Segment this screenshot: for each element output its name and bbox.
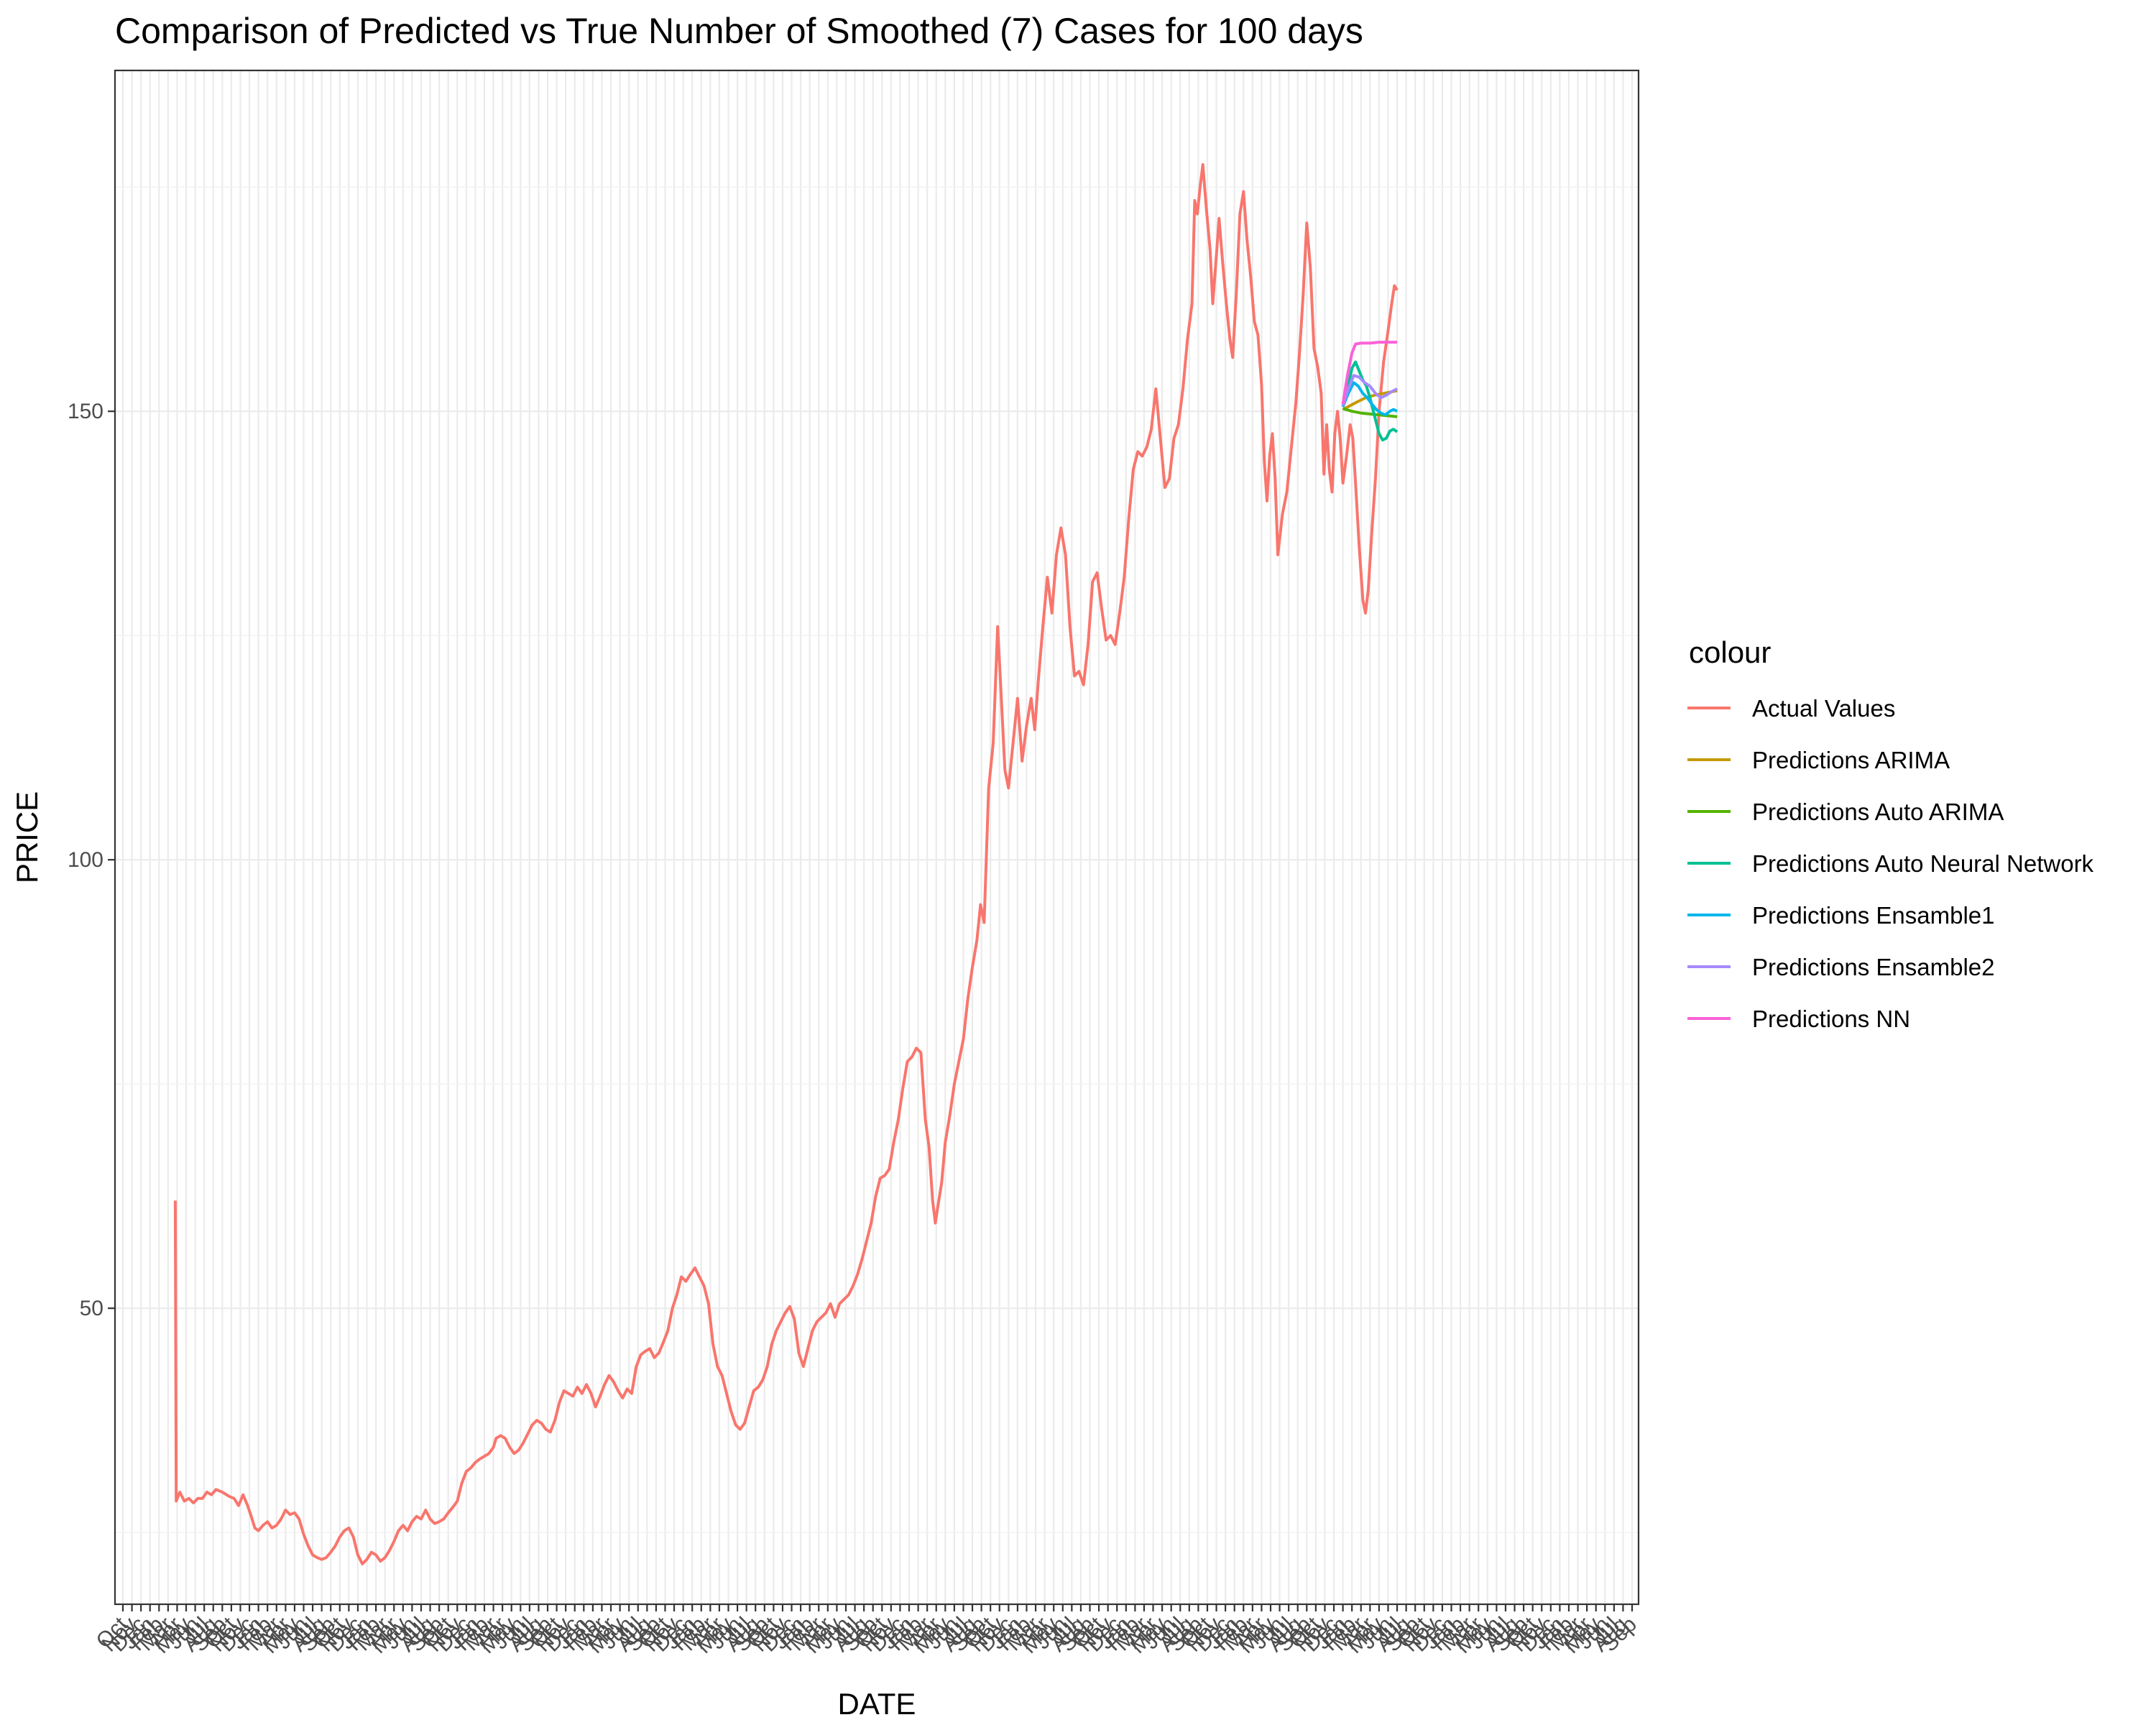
y-tick-label: 50 <box>80 1297 103 1320</box>
series-line <box>1341 381 1398 417</box>
legend-label: Predictions Ensamble2 <box>1752 954 1995 980</box>
legend: colour Actual Values Predictions ARIMA Pre… <box>1687 635 2094 1032</box>
y-axis: 50 100 150 <box>68 400 115 1320</box>
series-line <box>173 163 1399 1565</box>
series-line <box>1341 341 1398 405</box>
legend-label: Predictions Ensamble1 <box>1752 902 1995 929</box>
x-axis: OctNovDecJanFebMarAprMayJunJulAugSepOctN… <box>92 1604 1641 1658</box>
legend-label: Predictions ARIMA <box>1752 747 1950 773</box>
chart-title: Comparison of Predicted vs True Number o… <box>115 11 1363 51</box>
x-axis-title: DATE <box>838 1687 916 1721</box>
legend-label: Predictions Auto Neural Network <box>1752 850 2094 877</box>
legend-label: Predictions Auto ARIMA <box>1752 799 2004 825</box>
series-line <box>1342 407 1398 418</box>
series-lines <box>173 163 1399 1565</box>
series-line <box>1341 374 1398 407</box>
plot-border <box>114 69 1640 1606</box>
y-axis-title: PRICE <box>10 791 44 883</box>
legend-title: colour <box>1689 635 1771 669</box>
y-tick-label: 100 <box>68 848 103 872</box>
grid <box>115 70 1639 1604</box>
legend-label: Actual Values <box>1752 695 1895 722</box>
y-tick-label: 150 <box>68 400 103 423</box>
series-line <box>1341 360 1399 442</box>
legend-label: Predictions NN <box>1752 1006 1910 1032</box>
